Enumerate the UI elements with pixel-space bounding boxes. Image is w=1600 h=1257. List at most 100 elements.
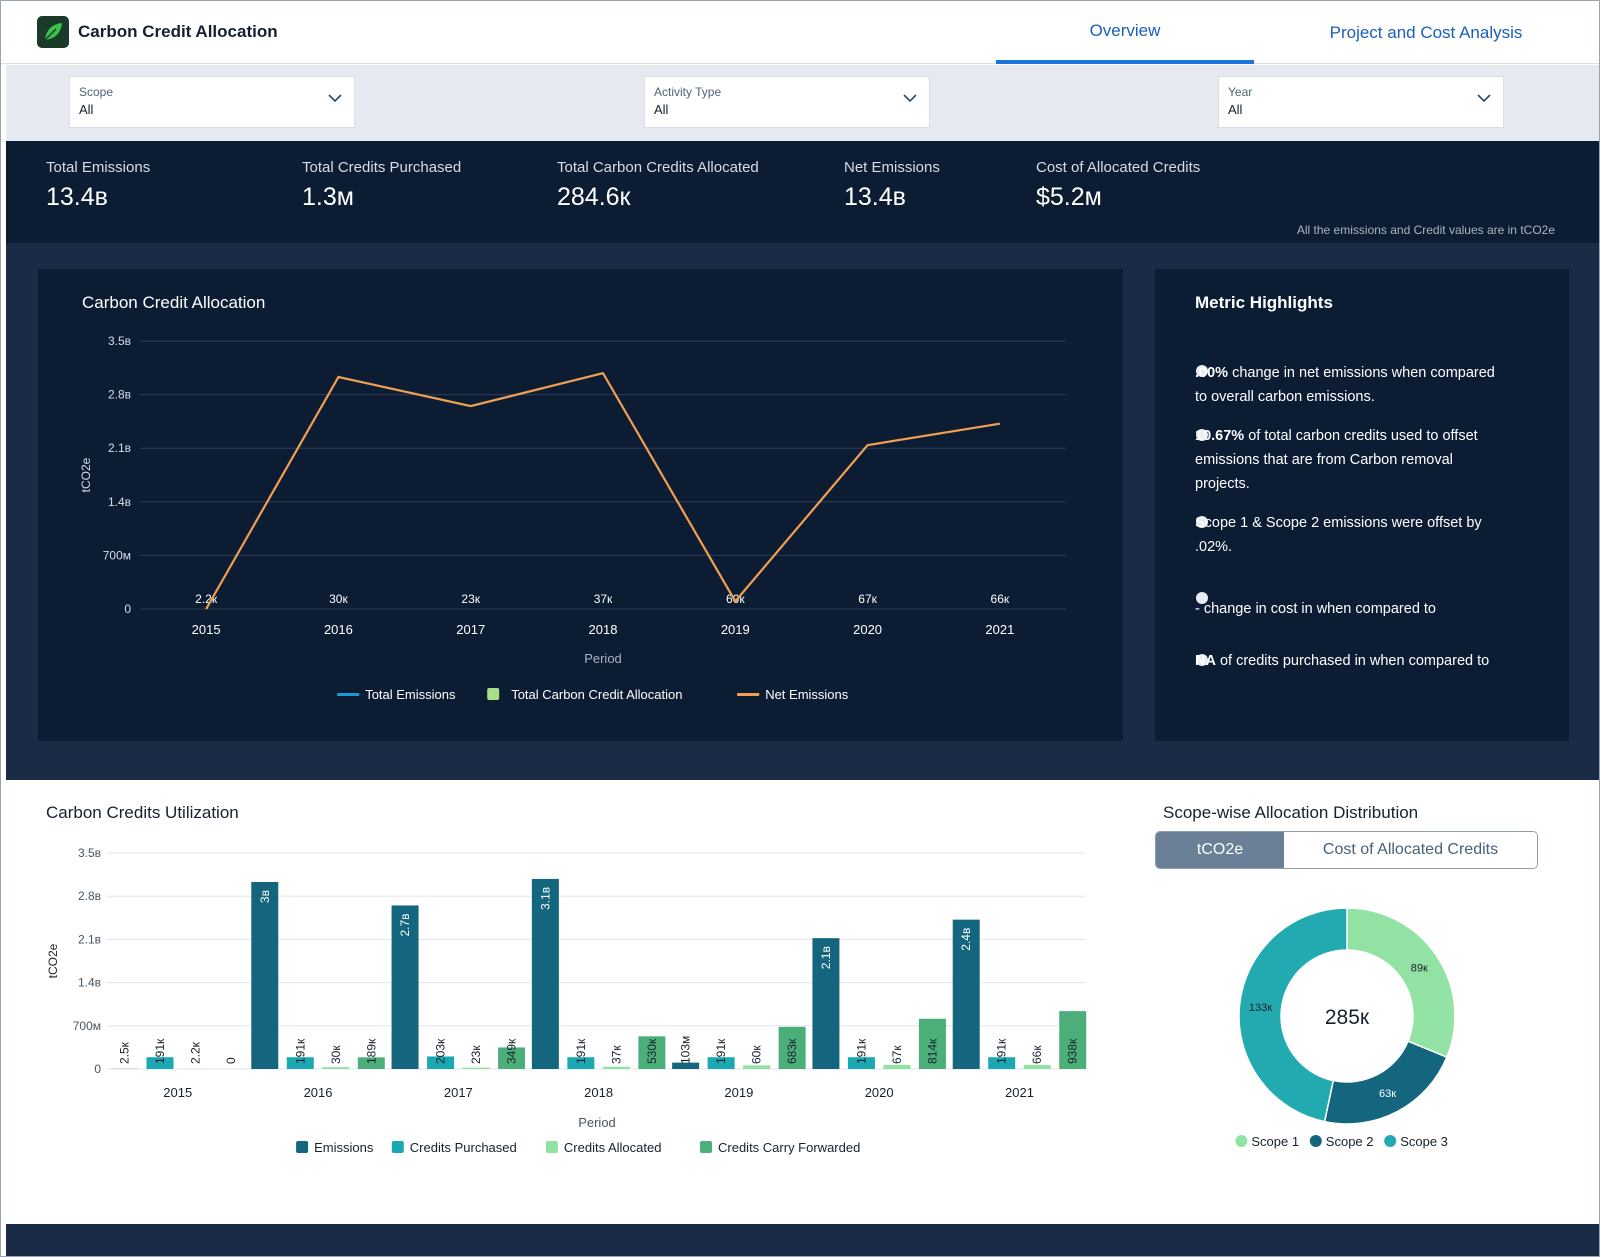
bar xyxy=(812,938,840,1069)
leaf-logo-icon xyxy=(37,16,69,48)
activity-type-filter-select[interactable]: Activity Type All xyxy=(644,76,930,128)
bar xyxy=(391,905,419,1069)
highlight-item-scope-offset: Scope 1 & Scope 2 emissions were offset … xyxy=(1195,511,1495,559)
kpi-label: Total Credits Purchased xyxy=(302,159,462,176)
bar-data-label: 349к xyxy=(505,1038,519,1064)
utilization-chart-title: Carbon Credits Utilization xyxy=(46,803,239,822)
kpi-band: Total Emissions 13.4в Total Credits Purc… xyxy=(6,141,1599,243)
legend-label: Scope 3 xyxy=(1400,1134,1448,1149)
toggle-tco2e-button[interactable]: tCO2e xyxy=(1156,832,1284,868)
bar xyxy=(427,1056,455,1069)
kpi-value: 1.3м xyxy=(302,183,354,211)
data-label: 66к xyxy=(991,592,1010,606)
activity-type-filter-label: Activity Type xyxy=(654,85,722,99)
bar xyxy=(883,1064,911,1069)
y-axis-label: tCO2e xyxy=(79,457,93,492)
x-tick-label: 2016 xyxy=(324,622,353,637)
bar-data-label: 191к xyxy=(293,1038,307,1064)
metric-highlights-panel: Metric Highlights .00% change in net emi… xyxy=(1155,269,1569,741)
kpi-value: 284.6к xyxy=(557,183,631,211)
bar-data-label: 814к xyxy=(925,1038,939,1064)
x-tick-label: 2018 xyxy=(584,1085,613,1100)
highlight-text: Scope 1 & Scope 2 emissions were offset … xyxy=(1195,515,1482,555)
bar xyxy=(918,1018,946,1069)
slice-label: 133к xyxy=(1249,1002,1272,1014)
bar xyxy=(567,1057,595,1069)
kpi-cost-of-allocated-credits: Cost of Allocated Credits $5.2м xyxy=(1036,159,1200,212)
slice-label: 63к xyxy=(1379,1088,1396,1100)
data-label: 67к xyxy=(858,592,877,606)
highlight-item-credits-purchased: NA of credits purchased in when compared… xyxy=(1195,649,1495,673)
chevron-down-icon xyxy=(903,94,917,103)
y-tick-label: 700м xyxy=(103,548,131,562)
bar-data-label: 60к xyxy=(750,1045,764,1064)
bullet-icon xyxy=(1196,516,1208,528)
scope-distribution-title: Scope-wise Allocation Distribution xyxy=(1163,803,1419,822)
data-label: 23к xyxy=(461,592,480,606)
bar xyxy=(322,1067,350,1069)
y-tick-label: 1.4в xyxy=(108,495,131,509)
kpi-total-emissions: Total Emissions 13.4в xyxy=(46,159,150,212)
y-tick-label: 0 xyxy=(94,1062,101,1076)
bullet-icon xyxy=(1196,365,1208,377)
x-tick-label: 2015 xyxy=(192,622,221,637)
bar xyxy=(988,1057,1016,1069)
bar xyxy=(357,1057,385,1069)
activity-type-filter-value: All xyxy=(654,102,669,117)
highlight-text: change in net emissions when compared to… xyxy=(1195,365,1495,405)
year-filter-label: Year xyxy=(1228,85,1253,99)
bar xyxy=(251,882,279,1069)
bar xyxy=(531,878,559,1069)
bar-data-label: 37к xyxy=(609,1045,623,1064)
scope-filter-select[interactable]: Scope All xyxy=(69,76,355,128)
chevron-down-icon xyxy=(328,94,342,103)
y-tick-label: 2.8в xyxy=(78,889,101,903)
legend-label: Credits Allocated xyxy=(564,1140,662,1155)
highlight-bold: NA xyxy=(1195,653,1216,669)
y-tick-label: 3.5в xyxy=(108,334,131,348)
donut-slice xyxy=(1323,1040,1448,1125)
highlight-item-cost-change: - change in cost in when compared to xyxy=(1195,597,1495,621)
x-tick-label: 2020 xyxy=(853,622,882,637)
bar xyxy=(847,1057,875,1069)
legend-swatch xyxy=(737,693,760,696)
legend-label: Credits Purchased xyxy=(410,1140,517,1155)
x-tick-label: 2019 xyxy=(721,622,750,637)
bar xyxy=(638,1036,666,1069)
bar-data-label: 2.1в xyxy=(819,946,833,969)
legend-swatch xyxy=(545,1141,558,1153)
scope-donut-chart: 89к 63к 133к 285к Scope 1 Scope 2 Scope 3 xyxy=(1235,907,1456,1149)
bar xyxy=(1059,1011,1087,1069)
donut-slice xyxy=(1238,907,1348,1123)
toggle-cost-button[interactable]: Cost of Allocated Credits xyxy=(1284,832,1537,868)
x-tick-label: 2019 xyxy=(724,1085,753,1100)
kpi-value: $5.2м xyxy=(1036,183,1102,211)
bar-data-label: 191к xyxy=(854,1038,868,1064)
bar-data-label: 2.2к xyxy=(189,1041,203,1064)
x-tick-label: 2017 xyxy=(444,1085,473,1100)
highlight-text: of credits purchased in when compared to xyxy=(1215,653,1490,669)
tab-project-and-cost-analysis[interactable]: Project and Cost Analysis xyxy=(1329,22,1523,42)
legend-swatch xyxy=(1384,1135,1397,1147)
bullet-icon xyxy=(1196,654,1208,666)
bar xyxy=(672,1062,700,1069)
year-filter-select[interactable]: Year All xyxy=(1218,76,1504,128)
kpi-total-credits-purchased: Total Credits Purchased 1.3м xyxy=(302,159,461,212)
net-emissions-line xyxy=(205,371,1001,610)
tab-overview[interactable]: Overview xyxy=(996,1,1254,64)
x-tick-label: 2020 xyxy=(865,1085,894,1100)
bar-data-label: 191к xyxy=(714,1038,728,1064)
kpi-net-emissions: Net Emissions 13.4в xyxy=(844,159,940,212)
bar-data-label: 3.1в xyxy=(538,887,552,910)
kpi-label: Net Emissions xyxy=(844,159,940,176)
kpi-label: Total Carbon Credits Allocated xyxy=(557,159,759,176)
bar xyxy=(952,919,980,1069)
highlight-item-net-emissions: .00% change in net emissions when compar… xyxy=(1195,361,1495,409)
bar-data-label: 0 xyxy=(224,1057,238,1064)
bar-data-label: 2.4в xyxy=(959,928,973,951)
kpi-value: 13.4в xyxy=(46,183,108,211)
data-label: 30к xyxy=(329,592,348,606)
legend-swatch xyxy=(700,1141,712,1153)
legend-swatch xyxy=(487,688,500,700)
bar-data-label: 2.5к xyxy=(118,1041,132,1064)
